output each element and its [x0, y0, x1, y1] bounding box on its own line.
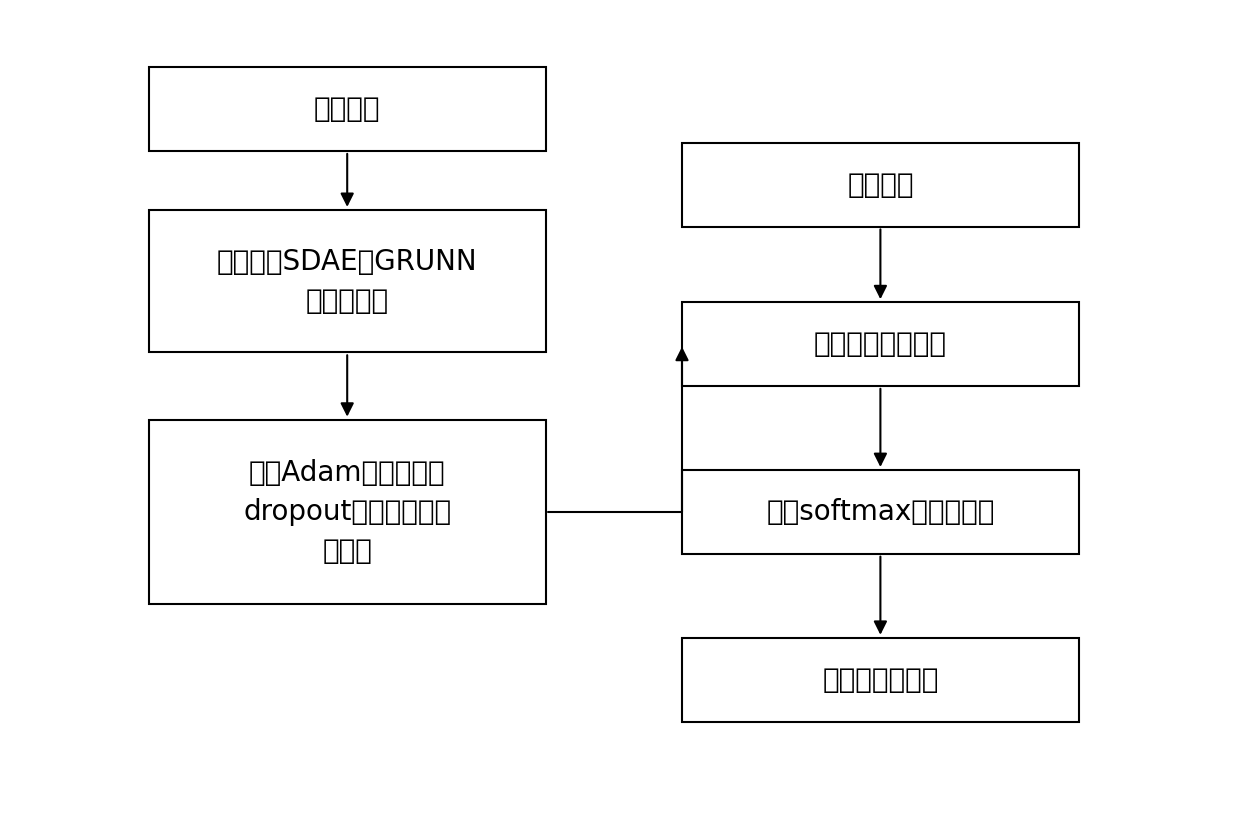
FancyBboxPatch shape	[149, 67, 546, 151]
Text: 训练后的混合模型: 训练后的混合模型	[813, 330, 947, 358]
FancyBboxPatch shape	[682, 143, 1079, 227]
Text: 采用Adam优化算法和
dropout技术训练该混
合模型: 采用Adam优化算法和 dropout技术训练该混 合模型	[243, 459, 451, 565]
Text: 利用softmax分类器识别: 利用softmax分类器识别	[766, 498, 994, 526]
Text: 待诊样本: 待诊样本	[847, 170, 914, 199]
FancyBboxPatch shape	[682, 638, 1079, 722]
FancyBboxPatch shape	[149, 210, 546, 352]
Text: 构建基于SDAE和GRUNN
的混合模型: 构建基于SDAE和GRUNN 的混合模型	[217, 248, 477, 315]
FancyBboxPatch shape	[682, 470, 1079, 554]
Text: 训练样本: 训练样本	[314, 95, 381, 123]
FancyBboxPatch shape	[682, 302, 1079, 386]
FancyBboxPatch shape	[149, 420, 546, 604]
Text: 行星齿轮的状态: 行星齿轮的状态	[822, 665, 939, 694]
